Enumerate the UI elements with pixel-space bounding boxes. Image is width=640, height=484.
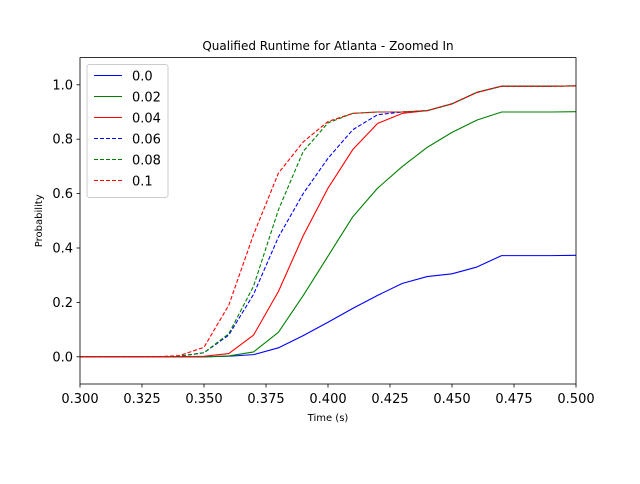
- x-tick-label: 0.375: [247, 392, 284, 407]
- legend-label-1: 0.02: [132, 91, 161, 106]
- series-layer: [80, 85, 576, 358]
- legend-label-4: 0.08: [132, 154, 161, 169]
- x-tick-label: 0.300: [61, 392, 98, 407]
- x-tick-label: 0.425: [371, 392, 408, 407]
- y-tick-label: 0.8: [52, 133, 73, 148]
- legend-label-3: 0.06: [132, 133, 161, 148]
- y-tick-label: 0.4: [52, 242, 73, 257]
- x-tick-label: 0.500: [557, 392, 594, 407]
- plot-frame: [79, 57, 577, 385]
- y-tick-label: 0.6: [52, 187, 73, 202]
- x-axis-label: Time (s): [307, 413, 349, 424]
- y-tick-label: 1.0: [52, 78, 73, 93]
- y-axis: 0.0 0.2 0.4 0.6 0.8 1.0: [52, 78, 80, 365]
- y-tick-label: 0.0: [52, 350, 73, 365]
- legend-label-5: 0.1: [132, 175, 153, 190]
- legend-label-0: 0.0: [132, 70, 153, 85]
- legend: 0.0 0.02 0.04 0.06 0.08 0.1: [86, 64, 169, 198]
- x-tick-label: 0.475: [495, 392, 532, 407]
- x-tick-label: 0.400: [309, 392, 346, 407]
- x-axis: 0.300 0.325 0.350 0.375 0.400 0.425 0.450 0.475…: [61, 384, 595, 407]
- y-tick-label: 0.2: [52, 296, 73, 311]
- y-axis-label: Probability: [34, 194, 45, 247]
- x-tick-label: 0.350: [185, 392, 222, 407]
- series-line-4: [80, 85, 576, 358]
- legend-label-2: 0.04: [132, 112, 161, 127]
- x-tick-label: 0.450: [433, 392, 470, 407]
- legend-frame: [86, 64, 169, 198]
- series-line-5: [80, 85, 576, 358]
- chart-title: Qualified Runtime for Atlanta - Zoomed I…: [202, 39, 453, 53]
- x-tick-label: 0.325: [123, 392, 160, 407]
